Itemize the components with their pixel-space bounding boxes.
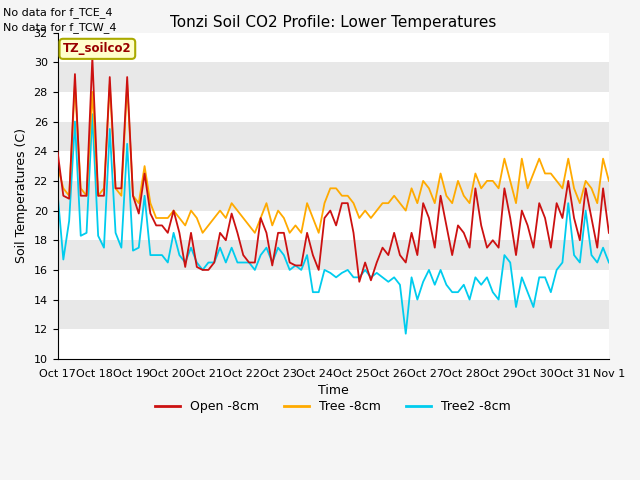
Open -8cm (570, 215, 578, 221)
Bar (58, 329, 609, 359)
Open -8cm (605, 230, 612, 236)
Text: No data for f_TCW_4: No data for f_TCW_4 (3, 22, 116, 33)
Line: Open -8cm: Open -8cm (58, 58, 609, 282)
Tree -8cm (54, 163, 61, 169)
Tree -8cm (605, 178, 612, 184)
Open -8cm (54, 148, 61, 154)
Open -8cm (298, 263, 305, 268)
Tree2 -8cm (88, 111, 96, 117)
Tree2 -8cm (298, 267, 305, 273)
Open -8cm (338, 200, 346, 206)
Open -8cm (88, 55, 96, 60)
Bar (58, 211, 609, 240)
Open -8cm (135, 211, 143, 216)
Bar (58, 121, 609, 151)
Bar (58, 300, 609, 329)
Tree -8cm (222, 215, 230, 221)
Line: Tree2 -8cm: Tree2 -8cm (58, 114, 609, 334)
X-axis label: Time: Time (318, 384, 349, 397)
Text: No data for f_TCE_4: No data for f_TCE_4 (3, 7, 113, 18)
Open -8cm (216, 230, 224, 236)
Text: TZ_soilco2: TZ_soilco2 (63, 42, 132, 55)
Bar (58, 92, 609, 121)
Tree -8cm (570, 185, 578, 191)
Bar (58, 270, 609, 300)
Tree2 -8cm (216, 245, 224, 251)
Tree -8cm (199, 230, 207, 236)
Bar (58, 240, 609, 270)
Tree -8cm (135, 200, 143, 206)
Open -8cm (362, 260, 369, 265)
Y-axis label: Soil Temperatures (C): Soil Temperatures (C) (15, 128, 28, 263)
Tree2 -8cm (54, 190, 61, 196)
Tree -8cm (344, 193, 351, 199)
Bar (58, 181, 609, 211)
Tree2 -8cm (402, 331, 410, 336)
Tree -8cm (362, 208, 369, 214)
Tree2 -8cm (135, 245, 143, 251)
Tree2 -8cm (570, 252, 578, 258)
Tree -8cm (303, 200, 311, 206)
Bar (58, 151, 609, 181)
Tree -8cm (71, 82, 79, 87)
Legend: Open -8cm, Tree -8cm, Tree2 -8cm: Open -8cm, Tree -8cm, Tree2 -8cm (150, 395, 516, 418)
Tree2 -8cm (338, 270, 346, 276)
Tree2 -8cm (355, 275, 363, 280)
Bar (58, 62, 609, 92)
Title: Tonzi Soil CO2 Profile: Lower Temperatures: Tonzi Soil CO2 Profile: Lower Temperatur… (170, 15, 497, 30)
Open -8cm (355, 279, 363, 285)
Bar (58, 33, 609, 62)
Line: Tree -8cm: Tree -8cm (58, 84, 609, 233)
Tree2 -8cm (605, 260, 612, 265)
